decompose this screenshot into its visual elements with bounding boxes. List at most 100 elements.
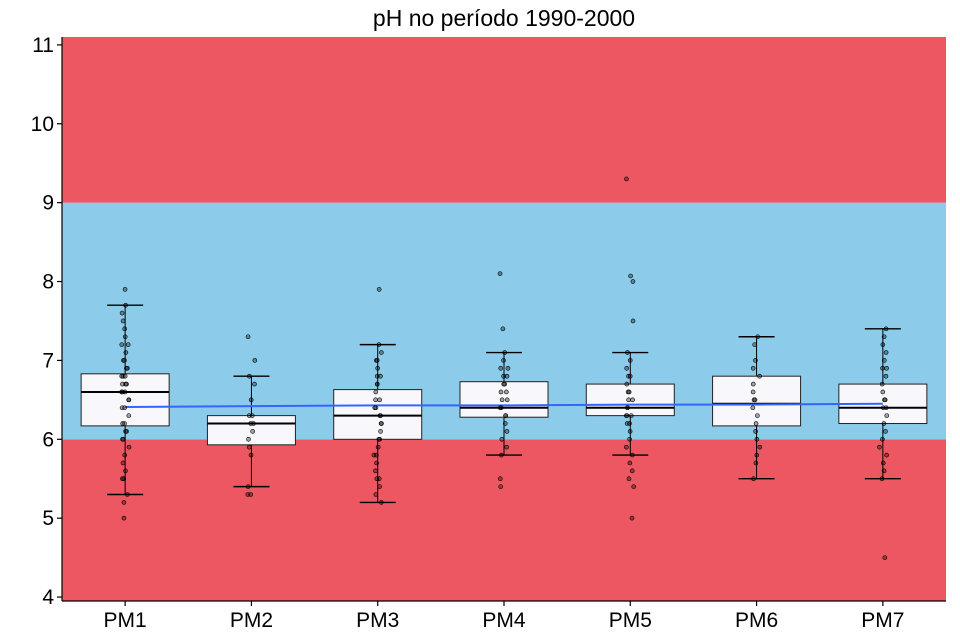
- box-PM3: [333, 389, 423, 440]
- point-PM5-8: [627, 373, 633, 379]
- point-PM1-21: [119, 389, 124, 395]
- band-0: [62, 439, 946, 601]
- point-PM7-20: [880, 460, 886, 466]
- point-PM3-28: [376, 476, 382, 482]
- point-PM1-8: [123, 350, 129, 355]
- point-PM3-10: [373, 389, 379, 395]
- point-PM2-9: [250, 429, 255, 434]
- point-PM2-6: [249, 413, 255, 418]
- point-PM4-6: [501, 373, 506, 379]
- x-axis: PM1 PM2 PM3 PM4 PM5 PM6 PM7: [62, 600, 946, 632]
- point-PM3-23: [371, 452, 377, 458]
- point-PM5-22: [627, 436, 632, 442]
- y-tick-label-11: 11: [32, 34, 54, 57]
- point-PM2-0: [245, 334, 251, 340]
- point-PM2-11: [246, 444, 252, 450]
- point-PM5-12: [626, 397, 631, 403]
- point-PM1-12: [124, 366, 129, 371]
- box-PM5: [585, 383, 675, 417]
- point-PM1-23: [126, 397, 132, 403]
- point-PM3-6: [374, 373, 380, 379]
- point-PM4-17: [503, 413, 508, 418]
- x-tick-label-PM2: PM2: [230, 609, 273, 632]
- point-PM5-9: [624, 381, 630, 387]
- point-PM5-19: [627, 421, 632, 426]
- point-PM4-15: [498, 405, 504, 411]
- point-PM1-3: [120, 318, 126, 324]
- point-PM5-26: [629, 468, 635, 474]
- point-PM3-9: [374, 381, 380, 387]
- point-PM3-12: [377, 397, 382, 403]
- point-PM5-27: [626, 476, 632, 482]
- point-PM3-22: [375, 444, 381, 450]
- point-PM7-19: [884, 452, 889, 458]
- point-PM2-12: [248, 452, 254, 458]
- point-PM4-5: [505, 366, 511, 371]
- point-PM1-34: [122, 452, 128, 458]
- point-PM1-26: [126, 413, 132, 418]
- point-PM4-13: [499, 397, 505, 403]
- x-tick-label-PM1: PM1: [104, 609, 147, 632]
- point-PM4-20: [499, 436, 505, 442]
- point-PM7-22: [879, 476, 885, 482]
- point-PM4-3: [501, 358, 506, 363]
- point-PM4-12: [504, 397, 510, 403]
- point-PM3-16: [378, 413, 383, 418]
- point-PM7-5: [880, 366, 885, 371]
- point-PM1-13: [119, 373, 125, 379]
- point-PM1-35: [120, 460, 126, 466]
- point-PM3-18: [378, 421, 384, 426]
- point-PM3-27: [374, 476, 380, 482]
- background-bands: [62, 37, 946, 601]
- point-PM2-10: [246, 436, 251, 442]
- point-PM7-8: [879, 381, 885, 387]
- point-PM1-15: [120, 373, 126, 379]
- point-PM2-2: [247, 373, 252, 379]
- point-PM1-38: [120, 476, 125, 482]
- point-PM4-11: [504, 389, 509, 395]
- point-PM4-23: [497, 476, 503, 482]
- point-PM3-21: [376, 436, 382, 442]
- y-tick-label-6: 6: [42, 428, 54, 451]
- point-PM7-17: [880, 436, 885, 442]
- point-PM5-7: [626, 373, 631, 379]
- point-PM7-21: [881, 468, 887, 474]
- point-PM5-15: [625, 405, 630, 411]
- point-PM5-20: [624, 421, 630, 426]
- point-PM5-18: [624, 413, 630, 418]
- point-PM2-15: [248, 492, 254, 497]
- point-PM6-1: [752, 342, 758, 347]
- point-PM7-14: [884, 413, 890, 418]
- x-tick-label-PM6: PM6: [735, 609, 778, 632]
- point-PM5-24: [630, 452, 635, 458]
- x-tick-label-PM7: PM7: [861, 609, 904, 632]
- band-2: [62, 37, 946, 203]
- y-axis: 4 5 6 7 8 9 10 11: [31, 34, 63, 609]
- boxes: [80, 373, 928, 446]
- point-PM7-4: [881, 358, 887, 363]
- point-PM3-19: [378, 429, 383, 434]
- point-PM3-1: [376, 342, 382, 347]
- point-PM5-23: [624, 444, 629, 450]
- point-PM7-9: [880, 389, 886, 395]
- point-PM1-25: [122, 405, 127, 411]
- point-PM5-13: [630, 397, 635, 403]
- trend-line: [125, 402, 883, 408]
- point-PM7-3: [883, 350, 889, 355]
- point-PM5-5: [627, 358, 633, 363]
- point-PM1-37: [121, 476, 127, 482]
- point-PM5-21: [627, 429, 633, 434]
- y-tick-label-8: 8: [42, 271, 54, 294]
- point-PM1-28: [122, 421, 127, 426]
- point-PM5-11: [625, 389, 631, 395]
- point-PM6-0: [755, 334, 760, 340]
- point-PM7-0: [883, 326, 889, 332]
- point-PM3-26: [373, 468, 378, 474]
- point-PM6-5: [750, 381, 756, 387]
- point-PM1-40: [121, 500, 127, 505]
- point-PM5-0: [624, 176, 629, 182]
- point-PM4-7: [504, 373, 510, 379]
- point-PM1-5: [122, 334, 128, 340]
- point-PM6-15: [754, 452, 760, 458]
